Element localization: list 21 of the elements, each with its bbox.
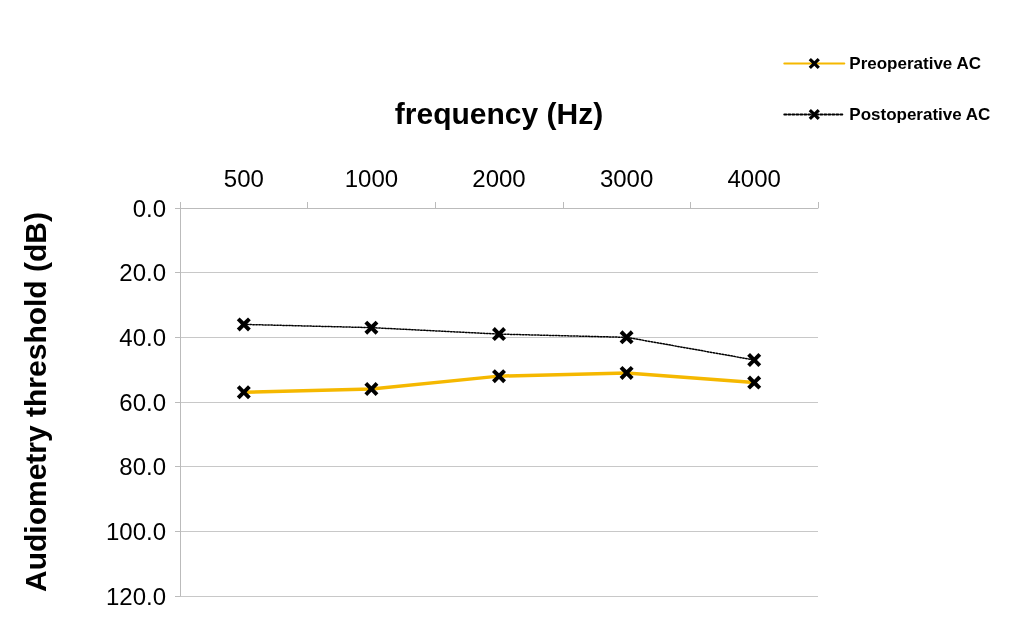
point [364, 320, 379, 335]
x-tick-label: 3000 [599, 164, 654, 192]
y-axis-title: Audiometry threshold (dB) [18, 212, 52, 592]
legend-label: Postoperative AC [849, 105, 991, 124]
point [492, 327, 506, 342]
point [236, 317, 251, 332]
y-tick-label: 40.0 [119, 323, 166, 351]
y-tick-label: 80.0 [119, 453, 166, 481]
y-tick-label: 120.0 [105, 582, 166, 610]
point [747, 352, 762, 367]
y-tick-label: 100.0 [105, 517, 166, 545]
point [619, 330, 634, 345]
x-tick-label: 1000 [344, 164, 399, 192]
x-axis-title: frequency (Hz) [394, 96, 604, 130]
legend-label: Preoperative AC [849, 54, 981, 73]
x-tick-label: 500 [223, 164, 264, 192]
y-tick-label: 0.0 [132, 194, 166, 222]
x-tick-label: 2000 [472, 164, 526, 192]
y-tick-label: 60.0 [119, 388, 166, 416]
y-tick-label: 20.0 [119, 259, 166, 287]
x-tick-label: 4000 [727, 164, 781, 192]
